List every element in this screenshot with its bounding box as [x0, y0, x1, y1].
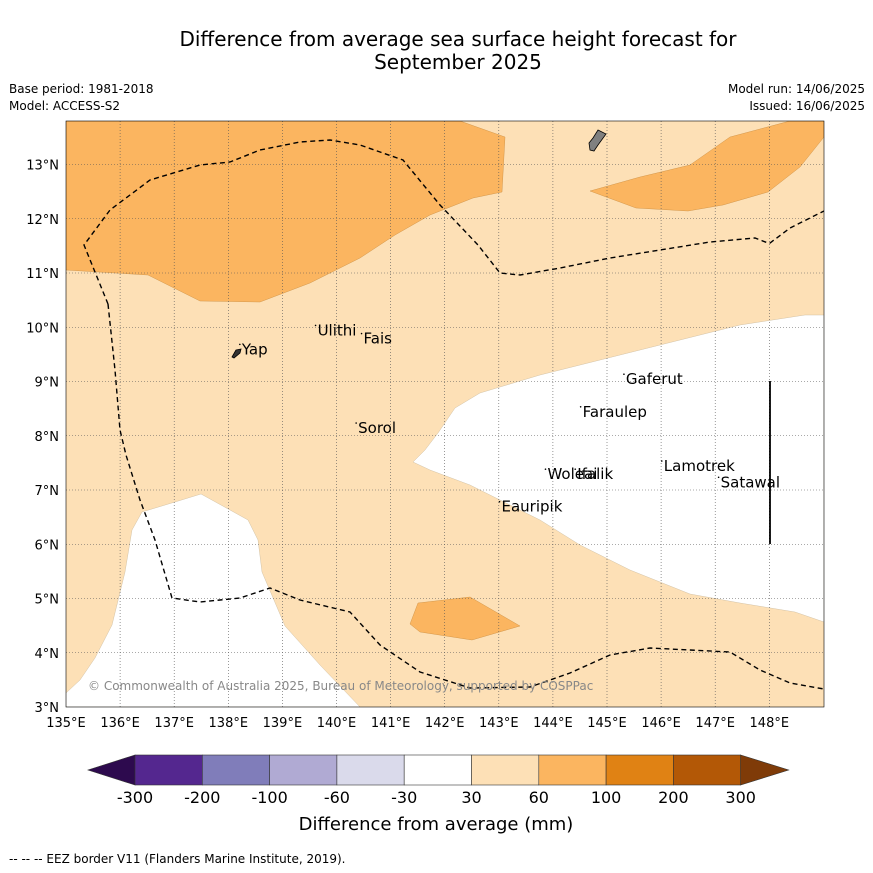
- lat-tick-label: 10°N: [26, 321, 59, 336]
- lat-tick-label: 5°N: [35, 593, 60, 608]
- lat-tick-label: 8°N: [35, 430, 60, 445]
- colorbar-tick-label: 30: [461, 788, 481, 807]
- yap-island: [231, 348, 242, 359]
- colorbar-tick-label: 200: [658, 788, 689, 807]
- place-label-woleai: Woleai: [547, 465, 597, 483]
- lat-tick-label: 7°N: [35, 484, 60, 499]
- colorbar-label: Difference from average (mm): [299, 814, 574, 835]
- lon-tick-label: 137°E: [154, 716, 194, 731]
- map-frame: [65, 120, 825, 708]
- colorbar-bin: [336, 754, 405, 786]
- model-run: Model run: 14/06/2025: [727, 82, 865, 96]
- place-label-lamotrek: Lamotrek: [664, 457, 735, 475]
- lat-tick-label: 6°N: [35, 538, 60, 553]
- lon-tick-label: 144°E: [533, 716, 573, 731]
- lon-tick-label: 141°E: [371, 716, 411, 731]
- base-period: Base period: 1981-2018: [9, 82, 154, 96]
- model-name: Model: ACCESS-S2: [9, 99, 121, 113]
- place-marker: [355, 422, 357, 424]
- anomaly-60-100-region-northwest: [66, 121, 506, 303]
- place-marker: [498, 500, 501, 503]
- colorbar-tick-label: -200: [184, 788, 220, 807]
- lat-tick-label: 4°N: [35, 647, 60, 662]
- place-label-fais: Fais: [364, 330, 393, 348]
- meta-left: Base period: 1981-2018 Model: ACCESS-S2: [9, 81, 154, 115]
- place-marker: [579, 405, 582, 408]
- colorbar-arrow-max: [740, 754, 790, 786]
- place-label-ulithi: Ulithi: [318, 321, 357, 339]
- chart-title: Difference from average sea surface heig…: [0, 28, 873, 74]
- colorbar-tick-label: -60: [324, 788, 350, 807]
- colorbar-bin: [605, 754, 674, 786]
- colorbar: -300 -200 -100 -60 -30 30 60 100 200 300: [87, 754, 790, 807]
- colorbar-bin: [202, 754, 270, 786]
- map-area: © Commonwealth of Australia 2025, Bureau…: [66, 121, 824, 707]
- colorbar-arrow-min: [87, 754, 136, 786]
- title-line-2: September 2025: [374, 50, 542, 74]
- lon-tick-label: 138°E: [209, 716, 249, 731]
- title-line-1: Difference from average sea surface heig…: [179, 27, 737, 51]
- eez-border-south: [107, 303, 824, 690]
- eez-footnote: -- -- -- EEZ border V11 (Flanders Marine…: [9, 852, 346, 866]
- place-label-yap: Yap: [241, 340, 268, 358]
- lon-tick-label: 135°E: [46, 716, 86, 731]
- lon-tick-label: 148°E: [750, 716, 790, 731]
- lon-tick-label: 147°E: [695, 716, 735, 731]
- anomaly-60-100-region-northeast: [589, 121, 824, 212]
- colorbar-tick-label: -100: [251, 788, 287, 807]
- copyright-text: © Commonwealth of Australia 2025, Bureau…: [88, 679, 593, 693]
- colorbar-bin: [538, 754, 607, 786]
- lon-tick-label: 146°E: [641, 716, 681, 731]
- lon-tick-label: 136°E: [100, 716, 140, 731]
- colorbar-bin: [134, 754, 203, 786]
- colorbar-bin: [403, 754, 472, 786]
- place-marker: [544, 468, 547, 470]
- lat-tick-label: 12°N: [26, 213, 59, 228]
- lon-tick-label: 143°E: [479, 716, 519, 731]
- gridlines: [66, 121, 824, 707]
- meta-right: Model run: 14/06/2025 Issued: 16/06/2025: [728, 81, 865, 115]
- lat-tick-label: 11°N: [26, 267, 59, 282]
- colorbar-tick-label: 300: [725, 788, 756, 807]
- place-label-satawal: Satawal: [721, 473, 780, 491]
- place-label-sorol: Sorol: [358, 419, 396, 437]
- anomaly-60-100-patch-south: [409, 596, 521, 641]
- place-marker: [239, 343, 241, 346]
- lat-tick-label: 3°N: [35, 701, 60, 716]
- axis-tick-labels: 135°E 136°E 137°E 138°E 139°E 140°E 141°E 142°E…: [26, 159, 789, 732]
- colorbar-bin: [269, 754, 338, 786]
- lon-tick-label: 142°E: [425, 716, 465, 731]
- colorbar-tick-label: -300: [117, 788, 153, 807]
- lat-tick-label: 9°N: [35, 376, 60, 391]
- lon-tick-label: 140°E: [317, 716, 357, 731]
- place-label-gaferut: Gaferut: [626, 370, 683, 388]
- place-marker: [661, 460, 663, 462]
- colorbar-tick-label: -30: [391, 788, 417, 807]
- place-marker: [360, 332, 363, 335]
- place-marker: [623, 373, 625, 376]
- guam-island: [588, 129, 607, 152]
- place-label-ifalik: Ifalik: [577, 465, 613, 483]
- colorbar-tick-label: 60: [529, 788, 549, 807]
- place-marker: [574, 468, 577, 470]
- place-label-eauripik: Eauripik: [502, 498, 563, 516]
- place-labels: Yap Ulithi Fais Gaferut Faraulep Sorol Lamotre…: [239, 321, 780, 516]
- place-marker: [314, 324, 317, 327]
- issued-date: Issued: 16/06/2025: [749, 99, 865, 113]
- place-label-faraulep: Faraulep: [583, 403, 647, 421]
- place-marker: [717, 476, 720, 479]
- colorbar-tick-label: 100: [591, 788, 622, 807]
- colorbar-bin: [471, 754, 540, 786]
- lat-tick-label: 13°N: [26, 159, 59, 174]
- lon-tick-label: 145°E: [587, 716, 627, 731]
- lon-tick-label: 139°E: [263, 716, 303, 731]
- colorbar-bin: [673, 754, 742, 786]
